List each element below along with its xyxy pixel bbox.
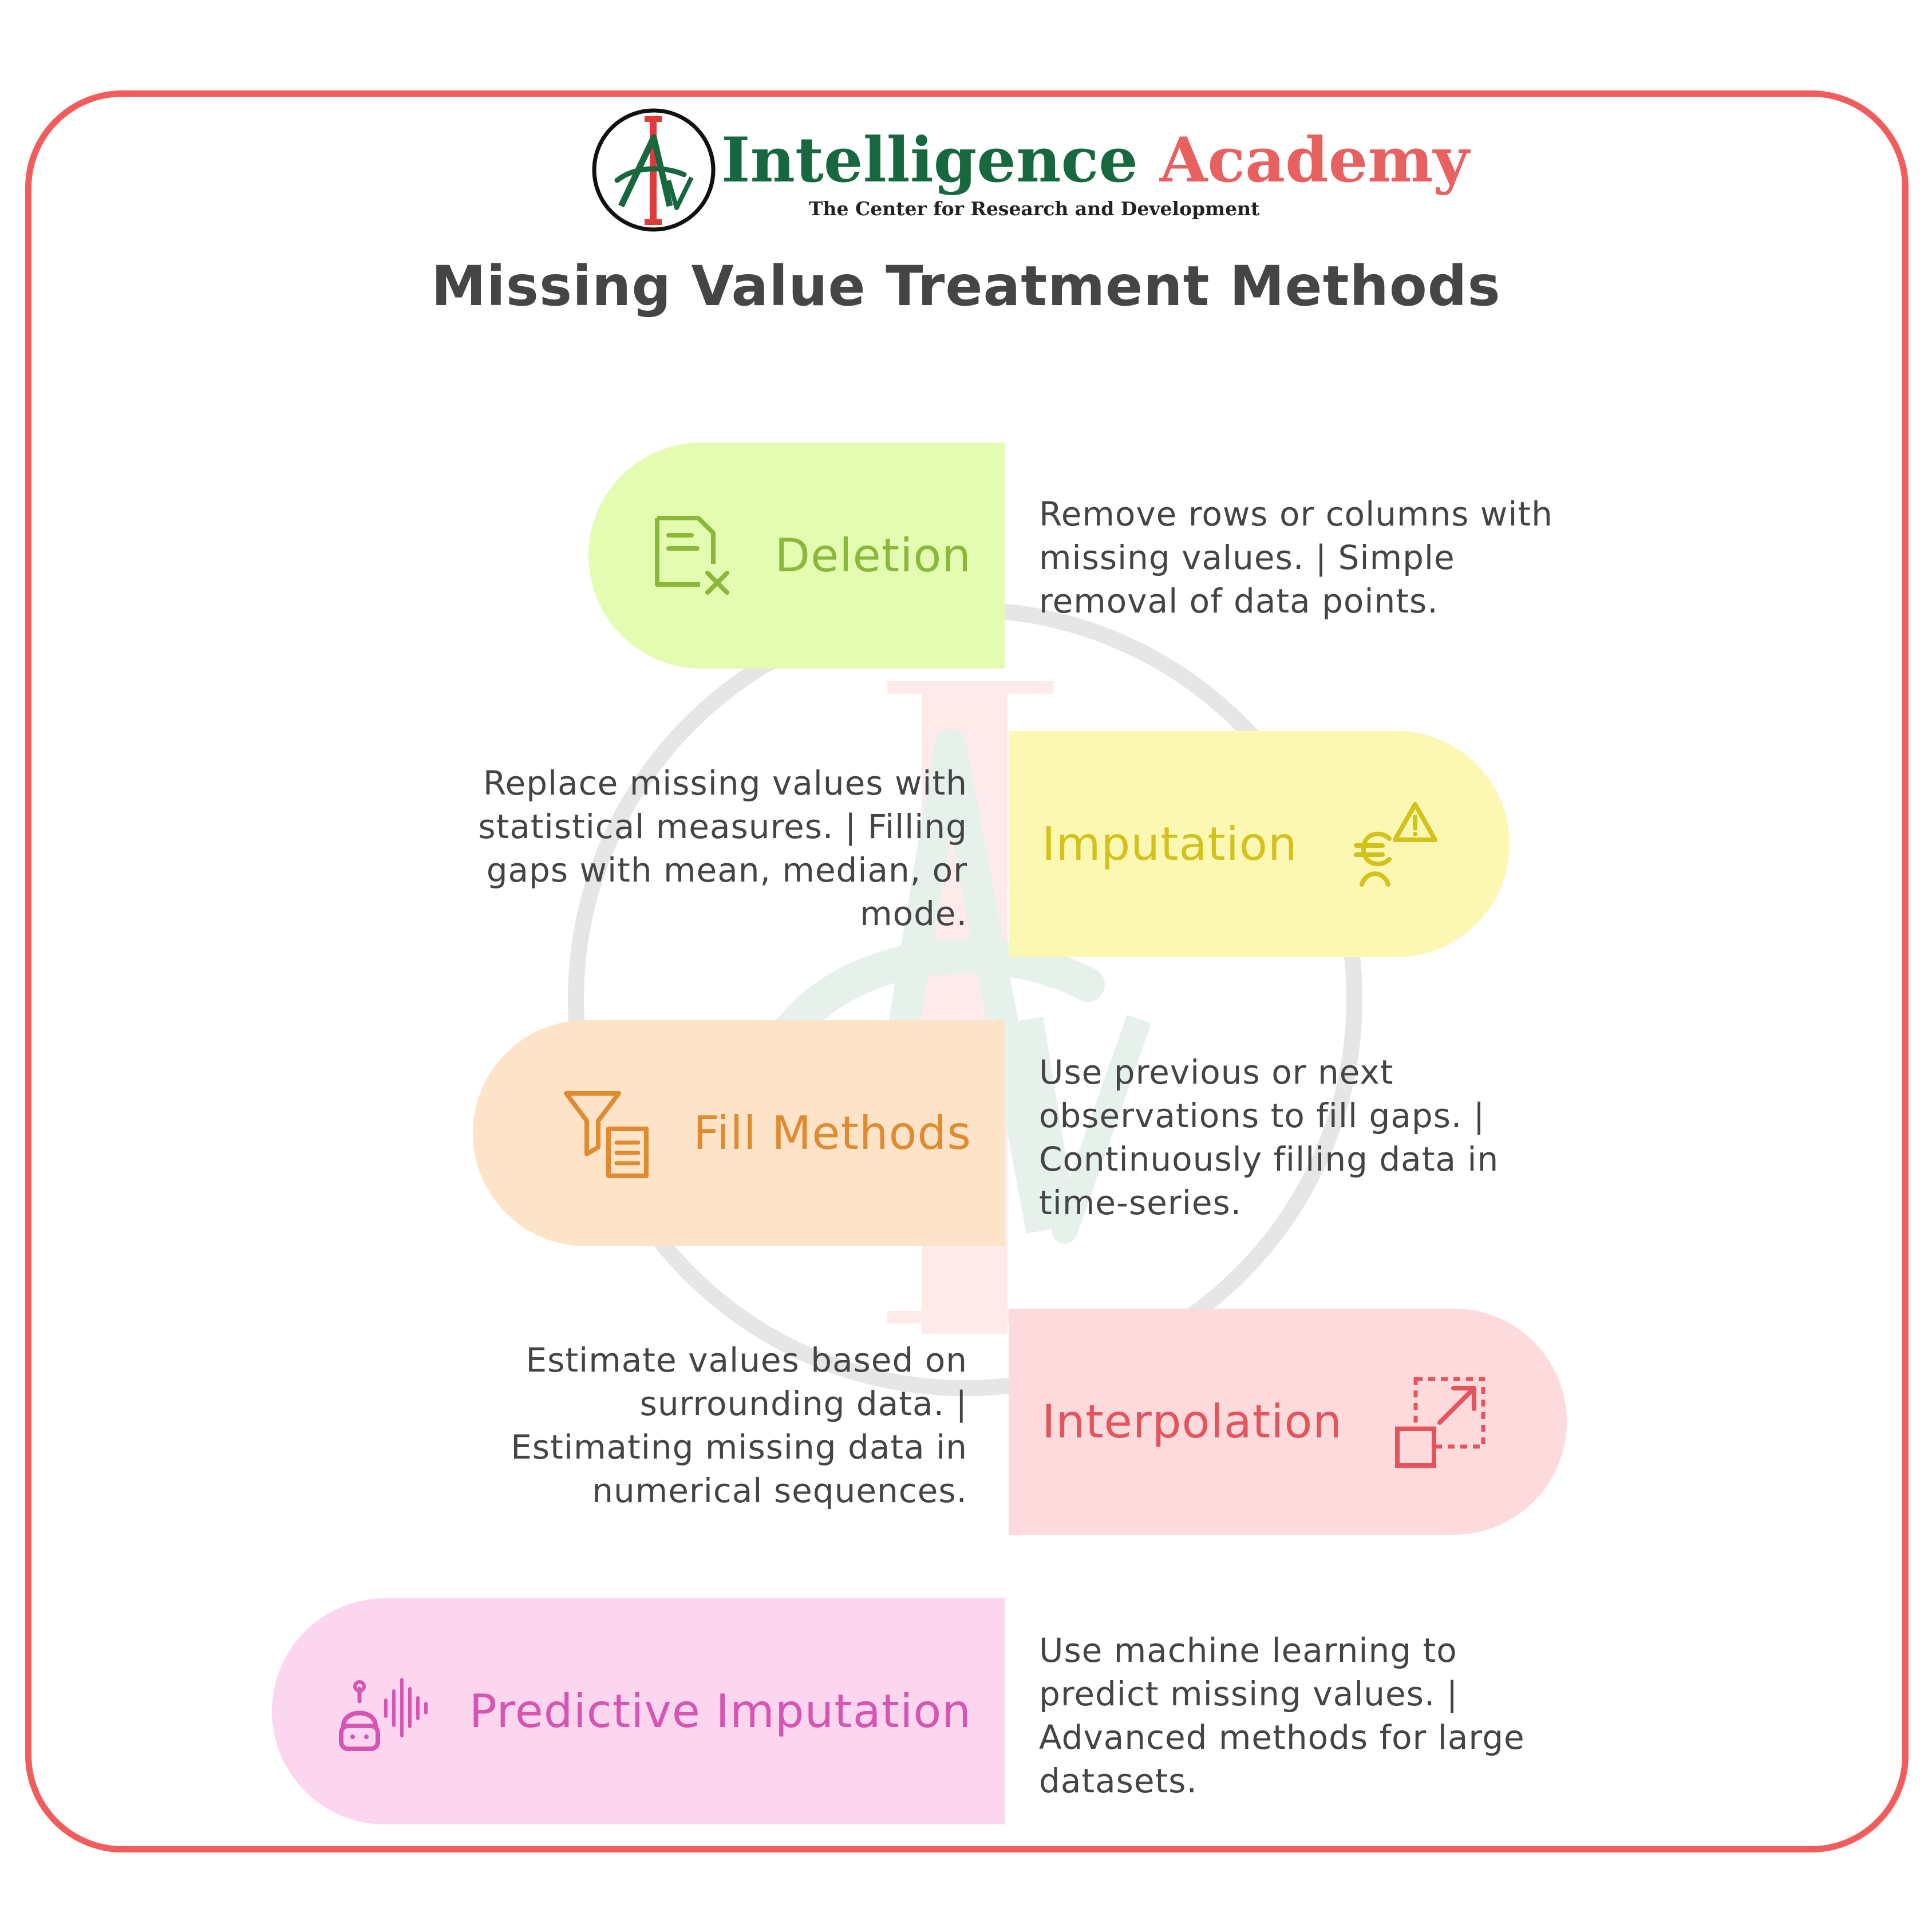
method-pill-interpolation: Interpolation <box>1009 1309 1567 1535</box>
brand-tagline: The Center for Research and Development <box>809 197 1260 220</box>
brand-name: Intelligence Academy <box>721 123 1469 197</box>
method-label-fill-methods: Fill Methods <box>693 1107 971 1160</box>
brand-name-part2: Academy <box>1159 124 1469 196</box>
document-x-icon <box>646 511 734 600</box>
academy-logo <box>592 108 716 232</box>
scale-expand-icon <box>1394 1374 1488 1469</box>
method-label-imputation: Imputation <box>1042 817 1298 871</box>
method-label-predictive-imputation: Predictive Imputation <box>469 1685 971 1738</box>
method-pill-deletion: Deletion <box>588 442 1005 669</box>
brand-name-part1: Intelligence <box>721 124 1138 196</box>
method-pill-predictive-imputation: Predictive Imputation <box>272 1598 1005 1824</box>
method-description-predictive-imputation: Use machine learning to predict missing … <box>1039 1631 1525 1800</box>
method-label-interpolation: Interpolation <box>1042 1395 1342 1448</box>
robot-voice-icon <box>338 1666 429 1757</box>
method-description-fill-methods: Use previous or next observations to fil… <box>1039 1053 1499 1222</box>
filter-list-icon <box>562 1088 653 1179</box>
method-description-imputation: Replace missing values with statistical … <box>478 764 967 933</box>
outer-frame <box>25 90 1909 1852</box>
method-description-interpolation: Estimate values based on surrounding dat… <box>511 1341 967 1510</box>
method-pill-fill-methods: Fill Methods <box>473 1020 1005 1246</box>
method-pill-imputation: Imputation <box>1009 731 1510 957</box>
euro-warning-icon <box>1349 799 1441 890</box>
method-label-deletion: Deletion <box>775 529 971 582</box>
method-description-deletion: Remove rows or columns with missing valu… <box>1039 495 1553 621</box>
page-title: Missing Value Treatment Methods <box>431 254 1501 318</box>
